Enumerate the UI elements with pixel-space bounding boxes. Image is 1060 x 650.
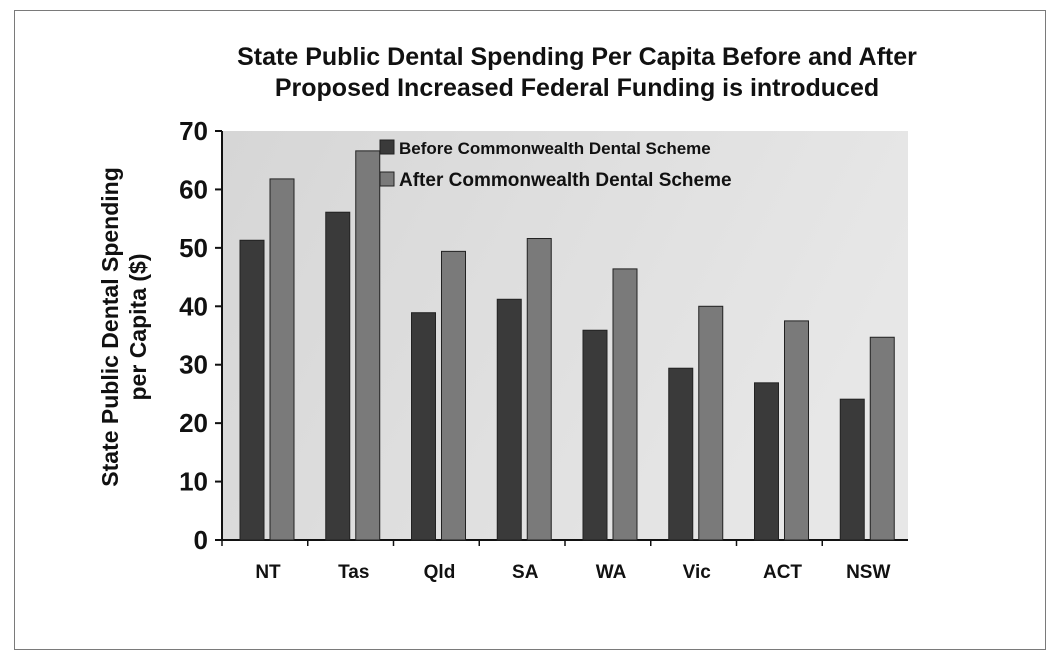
y-tick-label: 40 bbox=[179, 291, 208, 321]
bar-after bbox=[784, 320, 809, 541]
chart-title-line-1: State Public Dental Spending Per Capita … bbox=[237, 43, 917, 71]
bar-after bbox=[269, 178, 295, 541]
bar-chart: 0 10 20 30 40 50 60 70 NT Tas Qld SA WA Vic ACT NSW Befo… bbox=[179, 116, 908, 583]
bar-after bbox=[355, 150, 381, 541]
bar-before bbox=[496, 298, 522, 541]
legend-label: After Commonwealth Dental Scheme bbox=[399, 170, 732, 191]
bar-before bbox=[668, 367, 694, 541]
x-tick-label: Vic bbox=[683, 562, 712, 583]
legend-swatch bbox=[379, 139, 395, 155]
bar-after bbox=[698, 305, 724, 541]
y-tick-label: 0 bbox=[194, 525, 208, 555]
y-tick-label: 60 bbox=[179, 174, 208, 204]
legend-label: Before Commonwealth Dental Scheme bbox=[399, 139, 711, 158]
x-tick-label: SA bbox=[512, 562, 539, 583]
bar-before bbox=[582, 329, 608, 541]
bar-after bbox=[612, 268, 638, 541]
x-tick-label: Tas bbox=[338, 562, 369, 583]
y-tick-label: 30 bbox=[179, 350, 208, 380]
chart-title-line-2: Proposed Increased Federal Funding is in… bbox=[274, 74, 880, 102]
bar-before bbox=[839, 398, 865, 541]
chart-title: State Public Dental Spending Per Capita … bbox=[0, 42, 1060, 104]
bar-after bbox=[441, 250, 466, 541]
x-tick-label: Qld bbox=[424, 562, 456, 583]
bar-before bbox=[325, 211, 351, 541]
bar-before bbox=[239, 239, 265, 541]
bar-before bbox=[411, 312, 436, 541]
x-tick-label: NT bbox=[255, 562, 281, 583]
bar-after bbox=[526, 238, 552, 541]
x-tick-label: ACT bbox=[763, 562, 802, 583]
bar-after bbox=[869, 336, 895, 541]
legend-swatch bbox=[379, 171, 395, 187]
y-tick-label: 20 bbox=[179, 408, 208, 438]
x-tick-label: NSW bbox=[846, 562, 890, 583]
x-tick-label: WA bbox=[596, 562, 627, 583]
y-tick-label: 10 bbox=[179, 467, 208, 497]
y-tick-label: 70 bbox=[179, 116, 208, 146]
bar-before bbox=[754, 382, 779, 541]
y-tick-label: 50 bbox=[179, 233, 208, 263]
